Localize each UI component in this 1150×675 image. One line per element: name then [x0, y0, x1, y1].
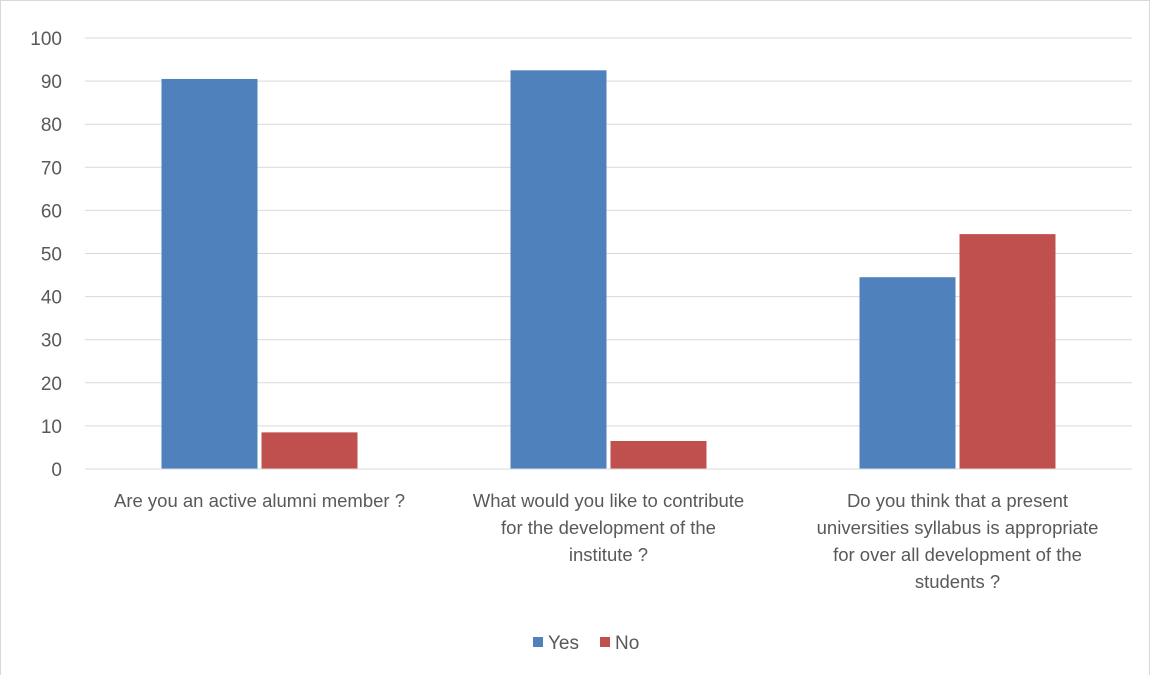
x-category-label: universities syllabus is appropriate — [817, 517, 1099, 538]
y-axis-tick-labels: 0 10 20 30 40 50 60 70 80 90 100 — [30, 29, 62, 481]
bar-no-2 — [610, 440, 707, 469]
y-tick-label: 80 — [41, 115, 62, 136]
legend-label-no: No — [615, 633, 639, 654]
bars — [161, 70, 1056, 469]
x-category-label: for over all development of the — [833, 544, 1082, 565]
x-category-label: for the development of the — [501, 517, 716, 538]
x-category-label: Do you think that a present — [847, 490, 1068, 511]
x-category-label: Are you an active alumni member ? — [114, 490, 405, 511]
legend-swatch-no — [600, 637, 610, 647]
x-category-label: What would you like to contribute — [473, 490, 744, 511]
y-tick-label: 90 — [41, 72, 62, 93]
y-tick-label: 40 — [41, 288, 62, 309]
y-tick-label: 60 — [41, 201, 62, 222]
gridlines — [85, 37, 1132, 427]
bar-yes-3 — [859, 277, 956, 469]
y-tick-label: 20 — [41, 374, 62, 395]
legend-swatch-yes — [533, 637, 543, 647]
x-category-label: students ? — [915, 571, 1000, 592]
bar-no-1 — [261, 432, 358, 469]
legend: Yes No — [533, 633, 639, 654]
y-tick-label: 100 — [30, 29, 62, 50]
bar-yes-2 — [510, 70, 607, 469]
chart-frame-edge — [0, 0, 1, 675]
legend-label-yes: Yes — [548, 633, 579, 654]
y-tick-label: 10 — [41, 417, 62, 438]
bar-no-3 — [959, 234, 1056, 469]
y-tick-label: 0 — [51, 460, 62, 481]
y-tick-label: 30 — [41, 331, 62, 352]
y-tick-label: 70 — [41, 158, 62, 179]
bar-yes-1 — [161, 78, 258, 469]
x-axis-category-labels: Are you an active alumni member ? What wo… — [114, 490, 1098, 592]
y-tick-label: 50 — [41, 245, 62, 266]
x-category-label: institute ? — [569, 544, 648, 565]
